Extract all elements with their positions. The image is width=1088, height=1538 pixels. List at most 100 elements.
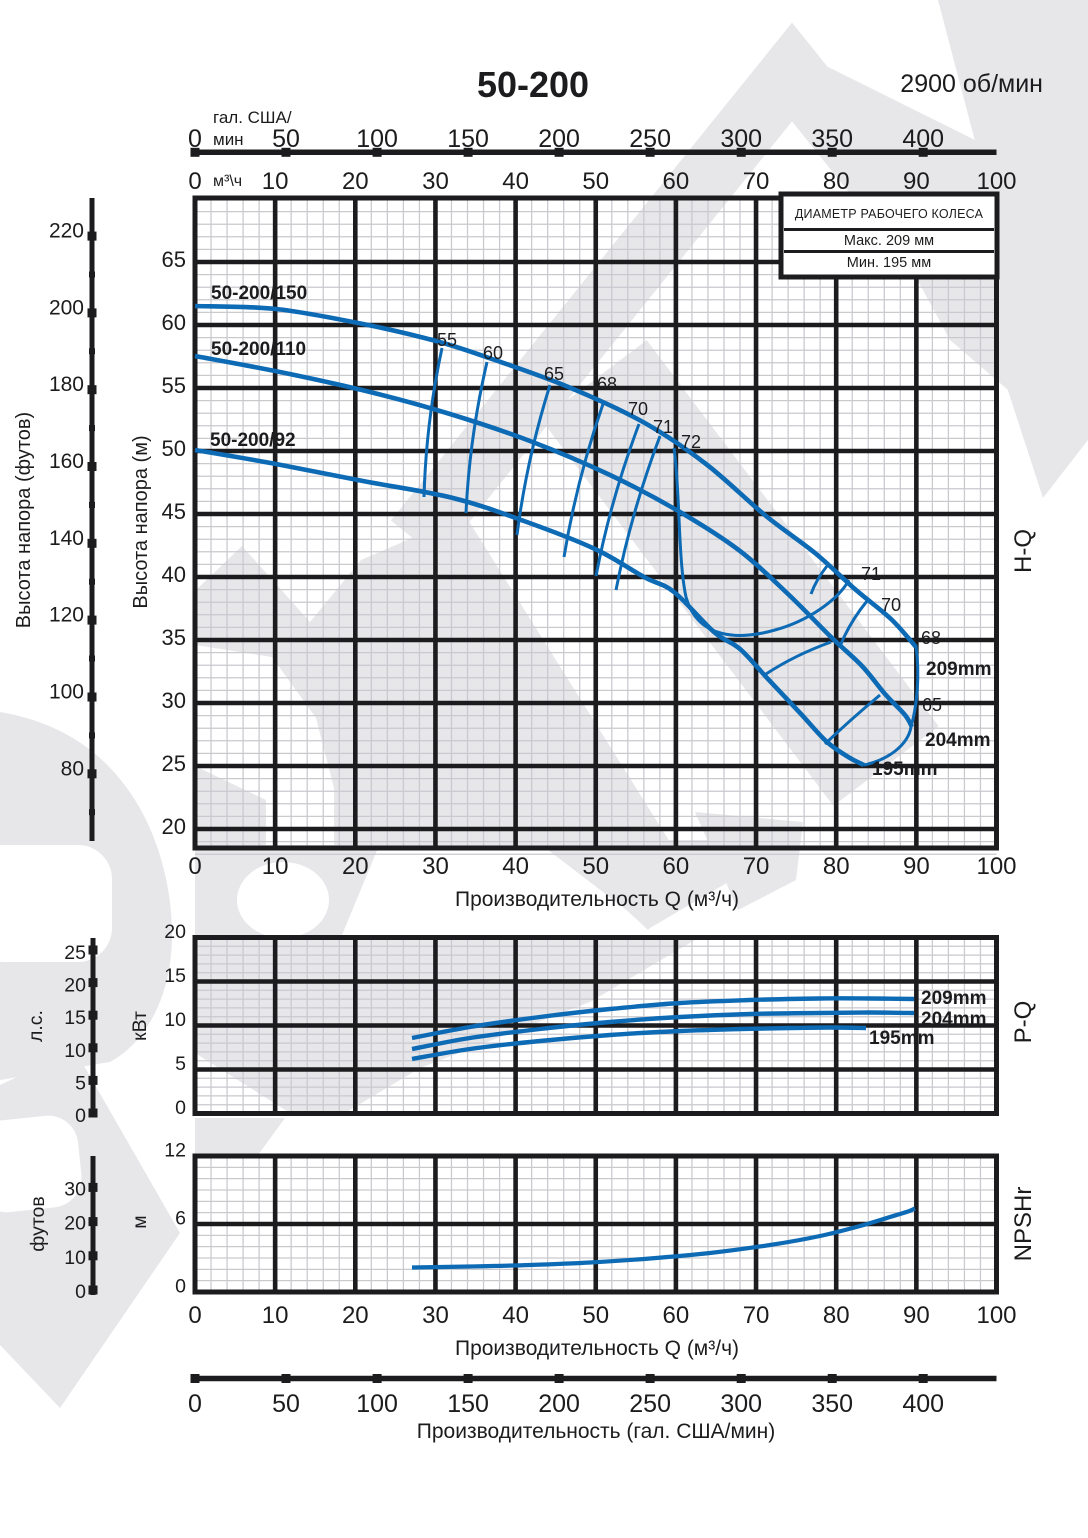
svg-text:50: 50 bbox=[162, 436, 186, 461]
svg-text:20: 20 bbox=[64, 975, 86, 997]
svg-text:10: 10 bbox=[64, 1040, 86, 1062]
svg-text:180: 180 bbox=[49, 373, 84, 396]
svg-text:0: 0 bbox=[188, 1302, 201, 1329]
svg-text:65: 65 bbox=[544, 364, 564, 384]
svg-text:20: 20 bbox=[64, 1213, 86, 1235]
svg-text:10: 10 bbox=[164, 1009, 186, 1031]
svg-text:Высота напора (футов): Высота напора (футов) bbox=[13, 412, 35, 628]
svg-text:мин: мин bbox=[213, 130, 244, 149]
svg-text:350: 350 bbox=[811, 1390, 853, 1418]
svg-text:80: 80 bbox=[823, 168, 850, 195]
svg-text:250: 250 bbox=[629, 125, 671, 153]
svg-text:350: 350 bbox=[811, 125, 853, 153]
svg-text:55: 55 bbox=[437, 330, 457, 350]
svg-text:20: 20 bbox=[342, 168, 369, 195]
svg-text:250: 250 bbox=[629, 1390, 671, 1418]
svg-text:NPSHr: NPSHr bbox=[1010, 1187, 1037, 1262]
svg-text:220: 220 bbox=[49, 220, 84, 243]
svg-text:40: 40 bbox=[162, 562, 186, 587]
svg-text:71: 71 bbox=[861, 564, 881, 584]
svg-text:70: 70 bbox=[881, 595, 901, 615]
svg-text:0: 0 bbox=[75, 1105, 86, 1127]
svg-text:400: 400 bbox=[902, 125, 944, 153]
svg-text:195mm: 195mm bbox=[872, 759, 938, 780]
svg-text:0: 0 bbox=[188, 168, 201, 195]
svg-text:25: 25 bbox=[64, 942, 86, 964]
svg-text:60: 60 bbox=[162, 310, 186, 335]
svg-text:60: 60 bbox=[663, 853, 690, 880]
svg-text:80: 80 bbox=[823, 853, 850, 880]
svg-text:0: 0 bbox=[188, 1390, 202, 1418]
svg-text:60: 60 bbox=[663, 168, 690, 195]
svg-text:65: 65 bbox=[922, 695, 942, 715]
svg-text:100: 100 bbox=[976, 168, 1016, 195]
svg-text:60: 60 bbox=[663, 1302, 690, 1329]
svg-text:100: 100 bbox=[976, 1302, 1016, 1329]
svg-text:40: 40 bbox=[502, 1302, 529, 1329]
svg-text:P-Q: P-Q bbox=[1010, 1001, 1037, 1044]
svg-text:10: 10 bbox=[262, 168, 289, 195]
svg-text:30: 30 bbox=[422, 168, 449, 195]
svg-text:Производительность (гал. США/м: Производительность (гал. США/мин) bbox=[417, 1420, 775, 1443]
svg-text:100: 100 bbox=[976, 853, 1016, 880]
svg-text:204mm: 204mm bbox=[925, 730, 991, 751]
svg-text:10: 10 bbox=[262, 1302, 289, 1329]
svg-text:300: 300 bbox=[720, 125, 762, 153]
svg-text:50: 50 bbox=[272, 1390, 300, 1418]
svg-text:50-200/92: 50-200/92 bbox=[210, 430, 296, 451]
svg-text:30: 30 bbox=[162, 688, 186, 713]
svg-text:50: 50 bbox=[582, 168, 609, 195]
svg-text:12: 12 bbox=[164, 1140, 186, 1162]
svg-text:40: 40 bbox=[502, 853, 529, 880]
svg-text:200: 200 bbox=[538, 1390, 580, 1418]
svg-text:100: 100 bbox=[356, 1390, 398, 1418]
svg-text:71: 71 bbox=[653, 417, 673, 437]
svg-text:Высота напора (м): Высота напора (м) bbox=[130, 435, 152, 608]
svg-text:70: 70 bbox=[743, 853, 770, 880]
svg-text:50: 50 bbox=[582, 1302, 609, 1329]
svg-text:200: 200 bbox=[49, 296, 84, 319]
svg-text:20: 20 bbox=[162, 814, 186, 839]
svg-text:100: 100 bbox=[356, 125, 398, 153]
svg-text:400: 400 bbox=[902, 1390, 944, 1418]
svg-text:90: 90 bbox=[903, 1302, 930, 1329]
svg-text:40: 40 bbox=[502, 168, 529, 195]
svg-text:300: 300 bbox=[720, 1390, 762, 1418]
svg-text:100: 100 bbox=[49, 680, 84, 703]
svg-text:68: 68 bbox=[597, 374, 617, 394]
svg-text:Производительность Q (м³/ч): Производительность Q (м³/ч) bbox=[455, 888, 739, 911]
svg-text:204mm: 204mm bbox=[921, 1009, 987, 1030]
svg-text:65: 65 bbox=[162, 247, 186, 272]
svg-text:195mm: 195mm bbox=[869, 1028, 935, 1049]
svg-text:80: 80 bbox=[61, 757, 84, 780]
svg-text:20: 20 bbox=[164, 921, 186, 943]
svg-text:90: 90 bbox=[903, 853, 930, 880]
svg-text:90: 90 bbox=[903, 168, 930, 195]
svg-text:H-Q: H-Q bbox=[1010, 529, 1037, 573]
svg-text:70: 70 bbox=[743, 168, 770, 195]
svg-text:15: 15 bbox=[64, 1007, 86, 1029]
svg-text:30: 30 bbox=[422, 853, 449, 880]
svg-text:ДИАМЕТР РАБОЧЕГО КОЛЕСА: ДИАМЕТР РАБОЧЕГО КОЛЕСА bbox=[795, 207, 984, 221]
svg-text:70: 70 bbox=[743, 1302, 770, 1329]
svg-text:30: 30 bbox=[64, 1178, 86, 1200]
svg-text:140: 140 bbox=[49, 527, 84, 550]
svg-text:25: 25 bbox=[162, 751, 186, 776]
svg-text:55: 55 bbox=[162, 373, 186, 398]
svg-text:гал. США/: гал. США/ bbox=[213, 108, 292, 127]
svg-text:5: 5 bbox=[75, 1072, 86, 1094]
svg-text:60: 60 bbox=[483, 343, 503, 363]
svg-text:20: 20 bbox=[342, 1302, 369, 1329]
svg-text:15: 15 bbox=[164, 965, 186, 987]
svg-text:72: 72 bbox=[681, 432, 701, 452]
svg-text:0: 0 bbox=[188, 125, 202, 153]
svg-text:150: 150 bbox=[447, 1390, 489, 1418]
svg-text:футов: футов bbox=[27, 1196, 49, 1252]
svg-text:0: 0 bbox=[75, 1281, 86, 1303]
svg-text:50-200: 50-200 bbox=[477, 64, 589, 105]
svg-text:80: 80 bbox=[823, 1302, 850, 1329]
svg-text:68: 68 bbox=[921, 628, 941, 648]
svg-text:6: 6 bbox=[175, 1208, 186, 1230]
svg-text:0: 0 bbox=[175, 1097, 186, 1119]
svg-text:Макс. 209 мм: Макс. 209 мм bbox=[844, 233, 934, 249]
